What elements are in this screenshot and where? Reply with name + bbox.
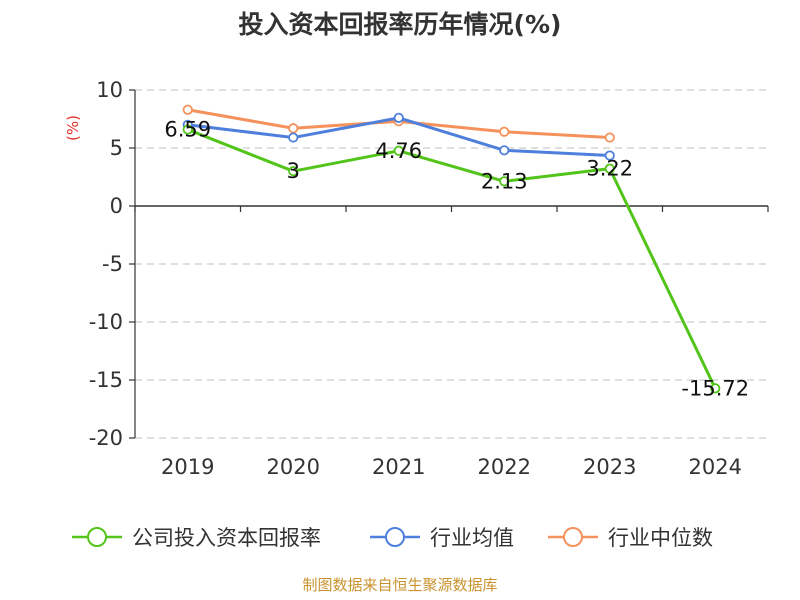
y-tick-label: -20 — [89, 426, 123, 450]
y-tick-label: 0 — [110, 194, 123, 218]
legend: 公司投入资本回报率 行业均值 行业中位数 — [72, 526, 713, 550]
data-labels: 6.59 3 4.76 2.13 3.22 -15.72 — [164, 118, 749, 401]
series-0 — [182, 124, 721, 394]
x-tick-label: 2022 — [478, 455, 531, 479]
series-line — [187, 128, 717, 390]
data-label: 4.76 — [375, 139, 422, 163]
x-tick-label: 2023 — [583, 455, 636, 479]
y-tick-label: -5 — [102, 252, 123, 276]
axes: 10 5 0 -5 -10 -15 -20 2019 2020 2021 2022 2023 2024 — [89, 78, 769, 479]
legend-marker — [563, 527, 583, 547]
data-point — [499, 145, 510, 156]
data-point — [499, 176, 510, 187]
data-point — [288, 166, 299, 177]
legend-item: 公司投入资本回报率 — [72, 526, 321, 550]
data-point — [604, 132, 615, 143]
series-layer — [182, 104, 721, 394]
data-label: 2.13 — [481, 169, 528, 193]
data-point — [604, 150, 615, 161]
series-2 — [182, 104, 615, 143]
data-point — [393, 145, 404, 156]
data-label: 6.59 — [164, 118, 211, 142]
x-tick-label: 2020 — [267, 455, 320, 479]
source-note: 制图数据来自恒生聚源数据库 — [302, 576, 497, 594]
x-tick-label: 2024 — [689, 455, 742, 479]
y-tick-label: -15 — [89, 368, 123, 392]
data-point — [393, 112, 404, 123]
y-tick-label: 5 — [110, 136, 123, 160]
data-label: -15.72 — [681, 376, 749, 400]
y-axis-label: (%) — [64, 115, 82, 141]
y-tick-label: -10 — [89, 310, 123, 334]
data-point — [182, 104, 193, 115]
chart-title: 投入资本回报率历年情况(%) — [239, 10, 562, 39]
legend-item: 行业中位数 — [548, 526, 713, 550]
data-label: 3.22 — [586, 157, 633, 181]
data-point — [604, 163, 615, 174]
data-point — [182, 124, 193, 135]
x-tick-label: 2021 — [372, 455, 425, 479]
data-point — [499, 126, 510, 137]
legend-marker — [385, 527, 405, 547]
x-tick-label: 2019 — [161, 455, 214, 479]
data-label: 3 — [287, 159, 300, 183]
legend-marker — [87, 527, 107, 547]
legend-label: 公司投入资本回报率 — [132, 526, 321, 550]
legend-label: 行业均值 — [430, 526, 514, 550]
data-point — [710, 383, 721, 394]
grid — [135, 89, 768, 439]
legend-item: 行业均值 — [370, 526, 514, 550]
data-point — [288, 123, 299, 134]
data-point — [288, 132, 299, 143]
y-tick-label: 10 — [96, 78, 123, 102]
legend-label: 行业中位数 — [608, 526, 713, 550]
